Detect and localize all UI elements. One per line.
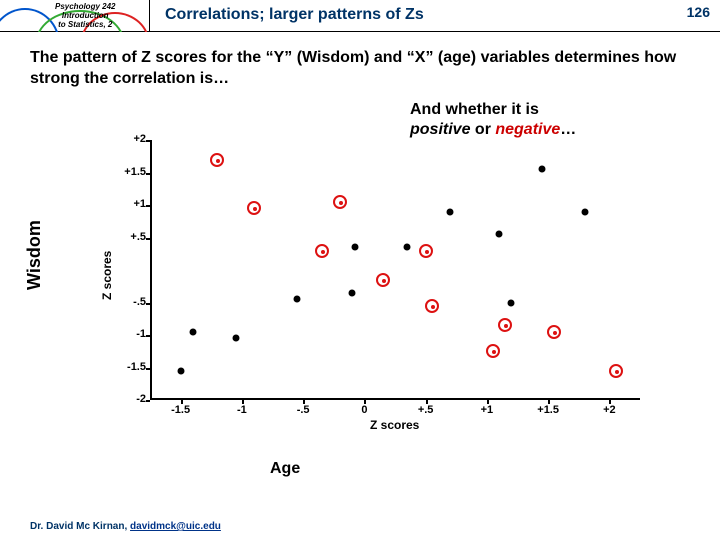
- x-tick: +2: [594, 404, 624, 416]
- x-tick-mark: [548, 400, 550, 404]
- x-tick-mark: [426, 400, 428, 404]
- y-tick-mark: [146, 140, 150, 142]
- y-tick: -1: [114, 328, 146, 340]
- sub-pre: And whether it is: [410, 101, 539, 118]
- y-tick: -1.5: [114, 361, 146, 373]
- data-point-red: [315, 244, 329, 258]
- data-point-black: [349, 289, 356, 296]
- y-tick-mark: [146, 238, 150, 240]
- y-tick: -2: [114, 393, 146, 405]
- data-point-red: [333, 195, 347, 209]
- y-tick: +1: [114, 198, 146, 210]
- x-tick-mark: [487, 400, 489, 404]
- footer: Dr. David Mc Kirnan, davidmck@uic.edu: [30, 521, 221, 532]
- page-number: 126: [687, 4, 710, 20]
- y-tick-mark: [146, 400, 150, 402]
- y-tick: +1.5: [114, 166, 146, 178]
- y-axis-outer-label: Wisdom: [24, 220, 45, 290]
- y-tick-mark: [146, 173, 150, 175]
- header: Psychology 242 Introduction to Statistic…: [0, 0, 720, 32]
- data-point-red: [210, 153, 224, 167]
- y-tick-mark: [146, 368, 150, 370]
- x-tick: -1.5: [166, 404, 196, 416]
- x-tick: -1: [227, 404, 257, 416]
- x-tick: 0: [349, 404, 379, 416]
- slide-title: Correlations; larger patterns of Zs: [165, 6, 424, 24]
- author-email: davidmck@uic.edu: [130, 521, 221, 532]
- x-tick-mark: [364, 400, 366, 404]
- course-line3: to Statistics, 2: [58, 20, 112, 29]
- data-point-black: [177, 367, 184, 374]
- x-tick-mark: [303, 400, 305, 404]
- course-logo: Psychology 242 Introduction to Statistic…: [0, 0, 150, 32]
- course-line2: Introduction: [62, 11, 109, 20]
- plot-box: [150, 140, 640, 400]
- data-point-red: [425, 299, 439, 313]
- main-text: The pattern of Z scores for the “Y” (Wis…: [30, 48, 690, 90]
- data-point-red: [376, 273, 390, 287]
- x-tick-mark: [609, 400, 611, 404]
- author-name: Dr. David Mc Kirnan,: [30, 521, 130, 532]
- data-point-black: [232, 335, 239, 342]
- sub-text: And whether it is positive or negative…: [410, 100, 576, 140]
- x-tick: +1: [472, 404, 502, 416]
- data-point-red: [419, 244, 433, 258]
- sub-negative: negative: [495, 121, 560, 138]
- data-point-black: [508, 299, 515, 306]
- x-tick: +.5: [411, 404, 441, 416]
- data-point-red: [247, 201, 261, 215]
- course-text: Psychology 242 Introduction to Statistic…: [55, 2, 115, 29]
- data-point-black: [447, 208, 454, 215]
- sub-positive: positive: [410, 121, 470, 138]
- y-tick: +2: [114, 133, 146, 145]
- x-tick-mark: [242, 400, 244, 404]
- data-point-red: [547, 325, 561, 339]
- y-tick-mark: [146, 303, 150, 305]
- x-tick: +1.5: [533, 404, 563, 416]
- data-point-red: [609, 364, 623, 378]
- data-point-black: [294, 296, 301, 303]
- x-axis-inner-label: Z scores: [370, 418, 419, 432]
- sub-mid: or: [470, 121, 495, 138]
- course-line1: Psychology 242: [55, 2, 115, 11]
- data-point-black: [496, 231, 503, 238]
- y-tick-mark: [146, 335, 150, 337]
- x-tick: -.5: [288, 404, 318, 416]
- y-tick: -.5: [114, 296, 146, 308]
- data-point-black: [351, 244, 358, 251]
- x-tick-mark: [181, 400, 183, 404]
- data-point-red: [486, 344, 500, 358]
- chart-area: Wisdom Z scores Z scores +2+1.5+1+.5-.5-…: [30, 140, 670, 470]
- x-axis-outer-label: Age: [270, 460, 300, 478]
- y-axis-inner-label: Z scores: [100, 251, 114, 300]
- sub-post: …: [560, 121, 576, 138]
- data-point-black: [539, 166, 546, 173]
- y-tick: +.5: [114, 231, 146, 243]
- data-point-black: [581, 208, 588, 215]
- data-point-black: [404, 244, 411, 251]
- data-point-black: [189, 328, 196, 335]
- data-point-red: [498, 318, 512, 332]
- scatter-plot: Z scores Z scores +2 +1.5 +1 +.5 -.5 -1 -1.5 -2…: [100, 140, 640, 440]
- y-tick-mark: [146, 205, 150, 207]
